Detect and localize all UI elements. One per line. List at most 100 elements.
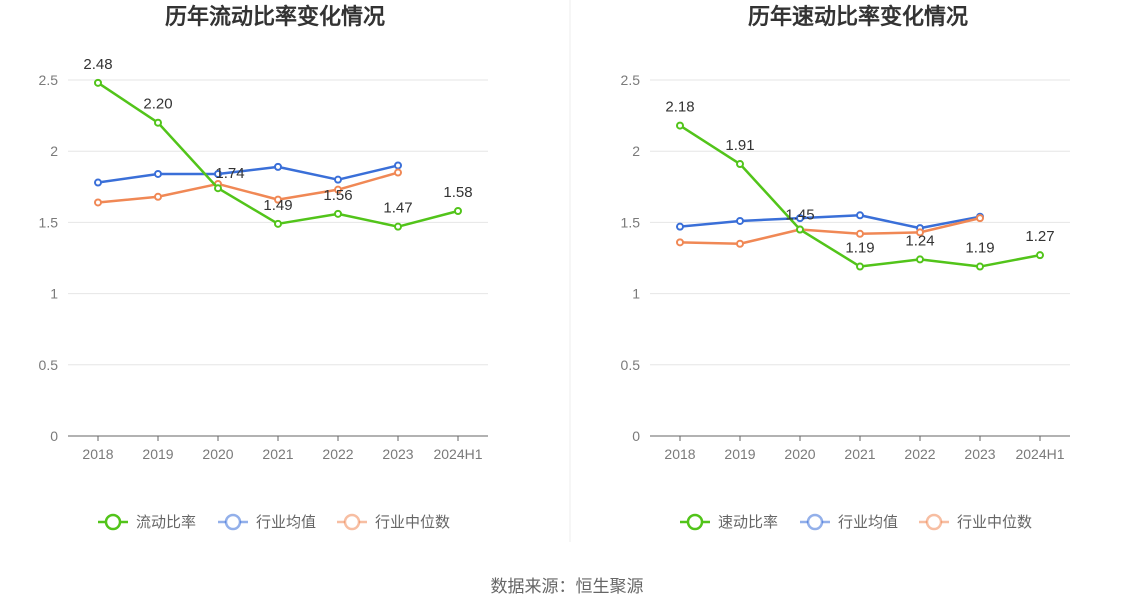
y-tick-label: 1 [632,286,640,302]
legend-marker [343,513,361,531]
x-tick-label: 2018 [664,446,695,462]
x-tick-label: 2018 [82,446,113,462]
x-tick-label: 2023 [964,446,995,462]
legend-label: 行业中位数 [957,514,1032,531]
y-tick-label: 2 [632,143,640,159]
y-tick-label: 0.5 [39,357,59,373]
y-tick-label: 0.5 [621,357,641,373]
data-label: 1.19 [965,240,994,257]
legend-item: 行业均值 [218,513,316,531]
y-tick-label: 0 [50,428,58,444]
data-label: 1.19 [845,240,874,257]
legend-item: 行业均值 [800,513,898,531]
y-tick-label: 1.5 [621,214,641,230]
y-tick-label: 1.5 [39,214,59,230]
legend-label: 行业均值 [256,514,316,531]
legend-item: 行业中位数 [337,513,450,531]
data-label: 1.45 [785,207,814,224]
data-point [94,198,102,207]
data-point [736,216,744,225]
data-point [334,175,342,184]
data-point [796,225,804,234]
data-point [916,228,924,237]
x-tick-label: 2019 [142,446,173,462]
data-point [676,121,684,130]
legend-marker [686,513,704,531]
data-point [334,209,342,218]
quick-ratio-chart: 历年速动比率变化情况 0 0.5 1 1.5 2 2.5 2018 2019 2020 2021 20… [621,4,1070,531]
data-label: 1.24 [905,232,934,249]
data-point [394,161,402,170]
y-tick-label: 0 [632,428,640,444]
x-tick-label: 2022 [904,446,935,462]
y-tick-label: 2.5 [39,72,59,88]
x-tick-label: 2020 [784,446,815,462]
x-tick-label: 2023 [382,446,413,462]
legend-marker [224,513,242,531]
x-tick-label: 2022 [322,446,353,462]
data-point [976,262,984,271]
chart-title: 历年流动比率变化情况 [165,4,385,29]
data-point [154,192,162,201]
data-point [454,207,462,216]
legend-marker [104,513,122,531]
data-label: 1.49 [263,197,292,214]
data-label: 2.20 [143,96,172,113]
data-label: 1.91 [725,137,754,154]
y-tick-label: 2 [50,143,58,159]
series-line [97,164,399,184]
legend-label: 行业中位数 [375,514,450,531]
legend-item: 流动比率 [98,513,196,531]
y-tick-label: 1 [50,286,58,302]
series-line [679,214,981,230]
data-point [274,162,282,171]
data-point [394,168,402,177]
x-tick-label: 2021 [844,446,875,462]
data-point [676,222,684,231]
current-ratio-chart: 历年流动比率变化情况 0 0.5 1 1.5 2 2.5 2018 2019 2020 2021 20… [39,4,488,531]
data-label: 2.48 [83,56,112,73]
data-point [274,219,282,228]
legend-label: 流动比率 [136,514,196,531]
data-point [394,222,402,231]
y-tick-label: 2.5 [621,72,641,88]
series-line [97,171,399,204]
data-point [856,229,864,238]
data-point [916,255,924,264]
data-label: 2.18 [665,99,694,116]
data-point [856,211,864,220]
data-source: 数据来源：恒生聚源 [491,577,644,596]
legend-label: 速动比率 [718,514,778,531]
legend-item: 速动比率 [680,513,778,531]
legend-marker [806,513,824,531]
data-point [856,262,864,271]
data-point [796,214,804,223]
data-point [94,178,102,187]
x-tick-label: 2024H1 [1015,446,1064,462]
x-tick-label: 2021 [262,446,293,462]
data-label: 1.58 [443,184,472,201]
data-label: 1.74 [215,165,244,182]
data-point [334,185,342,194]
data-point [154,118,162,127]
data-point [1036,251,1044,260]
data-point [94,78,102,87]
chart-title: 历年速动比率变化情况 [748,4,968,29]
data-label: 1.56 [323,187,352,204]
x-tick-label: 2020 [202,446,233,462]
data-label: 1.27 [1025,228,1054,245]
data-point [676,238,684,247]
legend-label: 行业均值 [838,514,898,531]
data-label: 1.47 [383,200,412,217]
legend-item: 行业中位数 [919,513,1032,531]
x-tick-label: 2019 [724,446,755,462]
data-point [154,169,162,178]
series-line [679,216,981,246]
data-point [736,160,744,169]
data-point [214,169,222,178]
data-point [976,214,984,223]
x-tick-label: 2024H1 [433,446,482,462]
legend-marker [925,513,943,531]
data-point [736,239,744,248]
